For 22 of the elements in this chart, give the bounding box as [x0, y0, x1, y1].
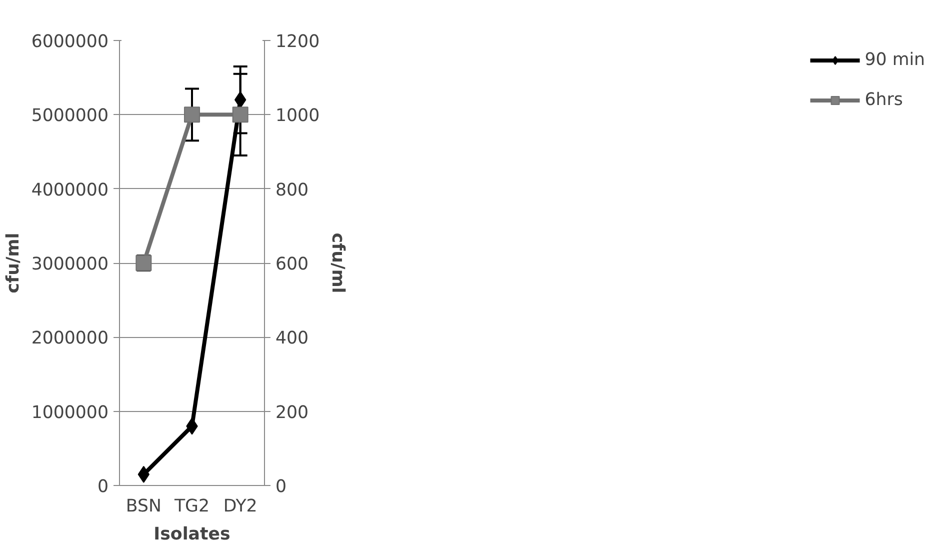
y2-tick-label: 800: [276, 180, 309, 200]
y-tick-label: 2000000: [31, 328, 109, 349]
y-tick-label: 4000000: [31, 180, 109, 200]
y2-tick-label: 200: [276, 402, 309, 423]
y-tick-label: 0: [97, 477, 109, 497]
y-tick-label: 3000000: [31, 254, 109, 274]
x-tick-label: TG2: [173, 496, 210, 516]
y2-axis-title: cfu/ml: [328, 232, 348, 294]
x-tick-label: DY2: [223, 496, 258, 516]
y2-tick-label: 400: [276, 328, 309, 349]
legend-label: 6hrs: [864, 90, 903, 110]
y2-tick-label: 0: [276, 477, 287, 497]
x-tick-label: BSN: [126, 496, 162, 516]
y-tick-label: 5000000: [31, 106, 109, 126]
legend-label: 90 min: [864, 50, 925, 70]
y2-tick-label: 1200: [276, 32, 320, 52]
y-axis-title: cfu/ml: [3, 232, 24, 294]
y2-tick-label: 1000: [276, 106, 320, 126]
x-axis-title: Isolates: [154, 524, 230, 544]
y-tick-label: 6000000: [31, 32, 109, 52]
y2-tick-label: 600: [276, 254, 309, 274]
y-tick-label: 1000000: [31, 402, 109, 423]
